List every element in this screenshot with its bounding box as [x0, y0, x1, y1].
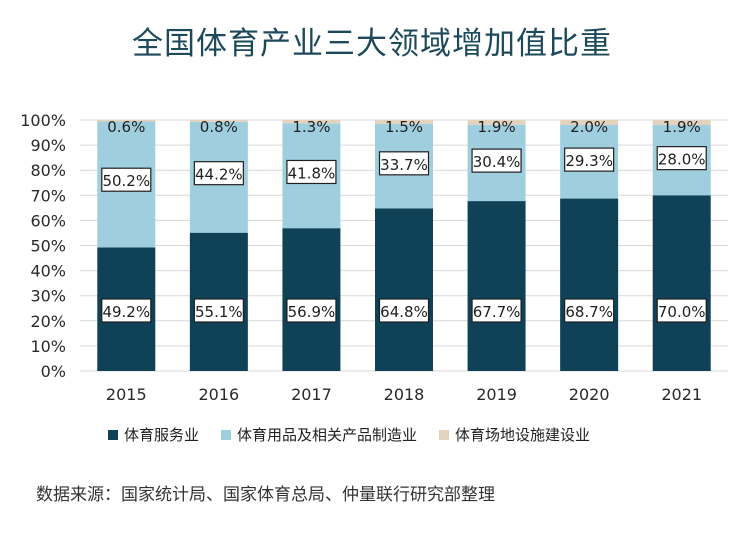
data-label-facilities: 0.8% [200, 118, 238, 136]
data-label-facilities: 1.9% [663, 118, 701, 136]
y-tick-label: 0% [41, 362, 66, 381]
legend-label-manufacturing: 体育用品及相关产品制造业 [237, 426, 418, 444]
chart-title: 全国体育产业三大领域增加值比重 [132, 26, 612, 62]
data-source-note: 数据来源：国家统计局、国家体育总局、仲量联行研究部整理 [36, 485, 495, 505]
x-tick-label: 2018 [384, 385, 425, 404]
bar-segment [375, 120, 433, 124]
y-tick-label: 100% [20, 111, 66, 130]
data-label-manufacturing-box [656, 146, 707, 171]
y-tick-label: 50% [30, 237, 66, 256]
bar-segment [189, 119, 248, 122]
data-label-manufacturing: 33.7% [380, 156, 428, 174]
legend-item-service: 体育服务业 [108, 424, 199, 445]
data-label-manufacturing: 28.0% [658, 151, 706, 169]
bar-segment [97, 120, 156, 122]
data-label-service: 49.2% [102, 303, 150, 321]
y-tick-label: 90% [30, 136, 66, 155]
data-label-facilities: 2.0% [570, 118, 608, 136]
bar-segment [560, 198, 619, 371]
legend-swatch-manufacturing [221, 429, 232, 440]
data-label-service: 56.9% [288, 303, 336, 321]
data-label-manufacturing: 30.4% [473, 153, 521, 171]
data-label-service: 68.7% [565, 303, 613, 321]
data-label-service-box [471, 298, 522, 323]
bar-segment [467, 201, 526, 371]
x-tick-label: 2021 [661, 385, 702, 404]
data-label-facilities: 1.5% [385, 118, 423, 136]
y-tick-label: 70% [30, 186, 66, 205]
data-label-manufacturing-box [286, 159, 337, 185]
data-label-service-box [564, 298, 615, 323]
legend-item-manufacturing: 体育用品及相关产品制造业 [221, 424, 417, 445]
x-tick-label: 2016 [198, 385, 239, 404]
chart-legend: 体育服务业 体育用品及相关产品制造业 体育场地设施建设业 [108, 424, 612, 445]
legend-swatch-facilities [439, 429, 450, 440]
y-tick-label: 30% [30, 287, 66, 306]
y-tick-label: 80% [30, 161, 66, 180]
bar-segment [282, 120, 341, 124]
data-label-service-box [656, 298, 707, 323]
data-label-service: 70.0% [658, 303, 706, 321]
data-label-service-box [101, 298, 152, 323]
data-label-service: 55.1% [195, 303, 243, 321]
data-label-service-box [378, 298, 430, 323]
bar-segment [652, 120, 711, 126]
data-label-manufacturing-box [471, 148, 522, 173]
data-label-manufacturing-box [193, 161, 244, 186]
data-label-service-box [286, 298, 337, 323]
legend-swatch-service [108, 429, 118, 440]
y-tick-label: 40% [30, 262, 66, 281]
data-label-facilities: 1.3% [292, 118, 330, 136]
bar-segment [467, 120, 526, 125]
x-tick-label: 2019 [476, 385, 517, 404]
bar-segment [652, 195, 711, 371]
y-tick-label: 60% [30, 211, 66, 230]
data-label-service: 64.8% [380, 303, 428, 321]
data-label-manufacturing: 29.3% [565, 152, 613, 170]
y-tick-label: 10% [30, 337, 66, 356]
y-tick-label: 20% [30, 312, 66, 331]
data-label-service: 67.7% [473, 303, 521, 321]
data-label-facilities: 1.9% [478, 118, 516, 136]
x-tick-label: 2020 [569, 385, 610, 404]
data-label-manufacturing-box [378, 151, 430, 176]
bar-segment [375, 208, 433, 371]
data-label-manufacturing: 41.8% [288, 164, 336, 182]
bar-segment [560, 120, 619, 126]
x-tick-label: 2017 [291, 385, 332, 404]
data-label-facilities: 0.6% [107, 118, 145, 136]
data-label-manufacturing: 44.2% [195, 166, 243, 184]
data-label-manufacturing-box [564, 147, 615, 172]
legend-label-facilities: 体育场地设施建设业 [455, 426, 591, 444]
legend-item-facilities: 体育场地设施建设业 [439, 424, 590, 445]
data-label-service-box [193, 298, 244, 323]
legend-label-service: 体育服务业 [124, 426, 200, 444]
x-tick-label: 2015 [106, 385, 147, 404]
data-label-manufacturing-box [101, 167, 152, 192]
data-label-manufacturing: 50.2% [102, 172, 150, 190]
